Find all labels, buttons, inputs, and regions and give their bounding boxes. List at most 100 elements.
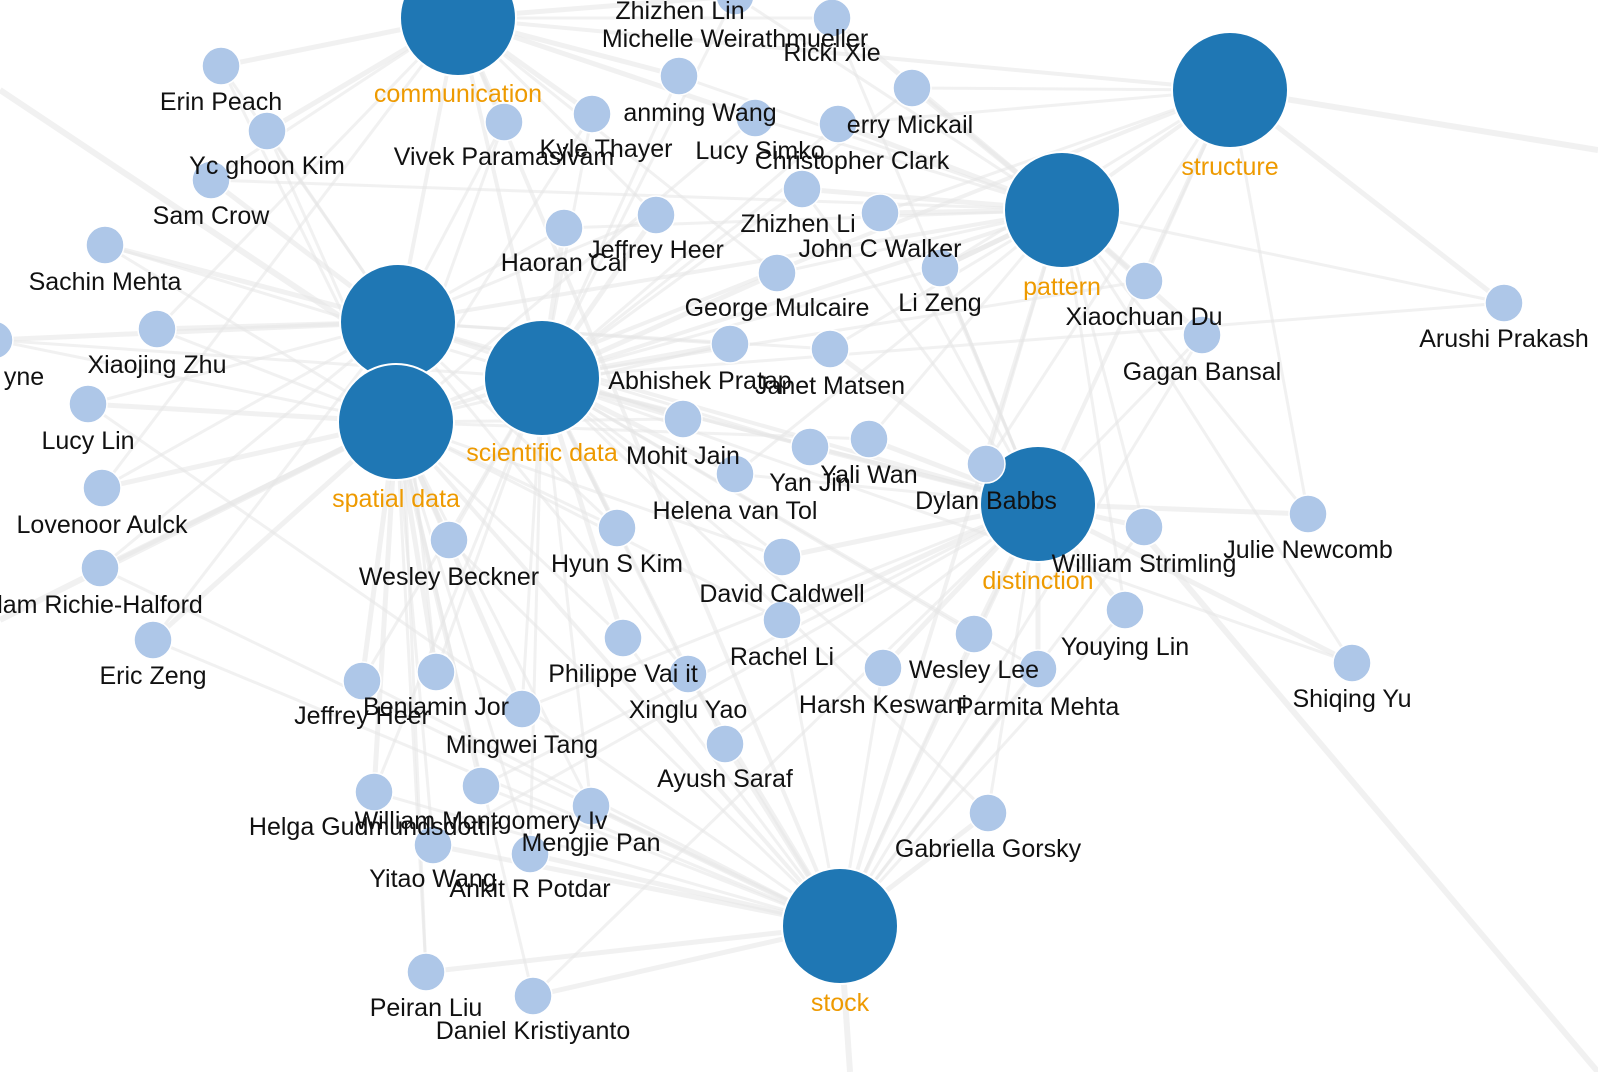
topic-node-unlabeled-topic[interactable] <box>339 263 457 381</box>
person-node-jeffrey-heer-2[interactable] <box>342 661 382 701</box>
person-node-li-zeng[interactable] <box>920 248 960 288</box>
person-node-yitao[interactable] <box>413 825 453 865</box>
topic-node-pattern[interactable] <box>1003 151 1121 269</box>
person-node-philippe[interactable] <box>603 618 643 658</box>
person-label-ricki: Ricki Xie <box>783 39 880 67</box>
person-node-lucy-lin[interactable] <box>68 384 108 424</box>
topic-node-communication[interactable] <box>399 0 517 77</box>
person-node-yne[interactable] <box>0 321 14 359</box>
person-label-harsh: Harsh Keswani <box>799 691 967 719</box>
person-node-mohit[interactable] <box>663 399 703 439</box>
person-node-david[interactable] <box>762 537 802 577</box>
person-label-yanming: anming Wang <box>623 99 776 127</box>
person-node-daniel[interactable] <box>513 976 553 1016</box>
person-node-christopher[interactable] <box>782 169 822 209</box>
link <box>456 17 842 927</box>
link <box>457 16 1231 92</box>
person-label-michelle: Michelle Weirathmueller <box>602 25 868 53</box>
person-node-lucy-simko[interactable] <box>818 104 858 144</box>
person-node-arushi[interactable] <box>1484 283 1524 323</box>
person-label-xinglu: Xinglu Yao <box>629 696 748 724</box>
person-node-xiaojing[interactable] <box>137 309 177 349</box>
topic-label-stock: stock <box>811 989 870 1017</box>
person-node-adam[interactable] <box>80 548 120 588</box>
topic-node-spatial-data[interactable] <box>337 363 455 481</box>
person-label-kyle: Kyle Thayer <box>540 135 673 163</box>
person-node-eric[interactable] <box>133 620 173 660</box>
person-node-parmita[interactable] <box>1018 649 1058 689</box>
person-node-wesley-beckner[interactable] <box>429 520 469 560</box>
link <box>480 502 1039 788</box>
person-node-kyle[interactable] <box>735 98 775 138</box>
person-node-mengjie[interactable] <box>571 786 611 826</box>
person-node-haoran[interactable] <box>544 208 584 248</box>
person-node-hyun[interactable] <box>597 508 637 548</box>
person-node-ankit[interactable] <box>510 834 550 874</box>
person-node-yan-jin[interactable] <box>790 427 830 467</box>
link <box>394 421 535 997</box>
person-label-lovenoor: Lovenoor Aulck <box>17 511 188 539</box>
person-node-shiqing[interactable] <box>1332 643 1372 683</box>
person-node-xinglu[interactable] <box>668 654 708 694</box>
person-label-zhizhen-mid: Zhizhen Li <box>740 210 855 238</box>
person-node-helena[interactable] <box>715 454 755 494</box>
person-node-dylan-overlay[interactable] <box>966 444 1006 484</box>
topic-label-spatial-data: spatial data <box>332 485 460 513</box>
link <box>738 0 1063 212</box>
person-node-zhizhen-top[interactable] <box>715 0 755 16</box>
person-label-youying: Youying Lin <box>1061 633 1189 661</box>
link <box>540 376 990 815</box>
link <box>540 0 735 379</box>
person-node-abhishek[interactable] <box>710 324 750 364</box>
person-node-erin[interactable] <box>201 46 241 86</box>
person-label-hyun: Hyun S Kim <box>551 550 683 578</box>
link <box>1137 528 1598 1072</box>
person-node-rachel[interactable] <box>762 600 802 640</box>
person-node-youying[interactable] <box>1105 590 1145 630</box>
topic-node-structure[interactable] <box>1171 31 1289 149</box>
link <box>394 421 593 807</box>
person-node-yanming[interactable] <box>572 94 612 134</box>
person-node-zhizhen-mid[interactable] <box>860 193 900 233</box>
person-node-sachin[interactable] <box>85 225 125 265</box>
person-node-michelle[interactable] <box>659 56 699 96</box>
person-label-haoran: Haoran Cai <box>501 249 627 277</box>
person-node-xiaochuan[interactable] <box>1124 261 1164 301</box>
topic-node-scientific-data[interactable] <box>483 319 601 437</box>
topic-node-distinction[interactable] <box>979 445 1097 563</box>
person-node-peiran[interactable] <box>406 952 446 992</box>
topic-node-stock[interactable] <box>781 867 899 985</box>
person-label-adam: lam Richie-Halford <box>0 591 203 619</box>
person-node-jeffrey-heer-1[interactable] <box>636 195 676 235</box>
person-node-william-strimling[interactable] <box>1124 507 1164 547</box>
link <box>425 923 841 975</box>
link <box>395 420 783 559</box>
person-node-ayush[interactable] <box>705 724 745 764</box>
person-node-jerry[interactable] <box>892 68 932 108</box>
person-node-helga[interactable] <box>354 772 394 812</box>
person-node-wesley-lee[interactable] <box>954 614 994 654</box>
person-node-ricki[interactable] <box>812 0 852 38</box>
person-node-lovenoor[interactable] <box>82 468 122 508</box>
person-label-shiqing: Shiqing Yu <box>1292 685 1411 713</box>
person-node-sam[interactable] <box>191 160 231 200</box>
person-node-julie[interactable] <box>1288 494 1328 534</box>
person-node-george[interactable] <box>757 253 797 293</box>
person-node-gabriella[interactable] <box>968 793 1008 833</box>
person-node-benjamin[interactable] <box>416 652 456 692</box>
link <box>0 339 397 424</box>
person-node-gagan[interactable] <box>1182 315 1222 355</box>
person-node-mingwei[interactable] <box>502 689 542 729</box>
person-label-philippe: Philippe Vai it <box>548 660 698 688</box>
person-node-younghoon[interactable] <box>247 111 287 151</box>
person-label-dylan: Dylan Babbs <box>915 487 1057 515</box>
link <box>394 421 435 846</box>
person-node-william-montgomery[interactable] <box>461 766 501 806</box>
person-node-vivek[interactable] <box>484 102 524 142</box>
person-node-janet[interactable] <box>810 329 850 369</box>
person-node-harsh[interactable] <box>863 648 903 688</box>
link <box>540 377 593 807</box>
person-node-yali[interactable] <box>849 419 889 459</box>
